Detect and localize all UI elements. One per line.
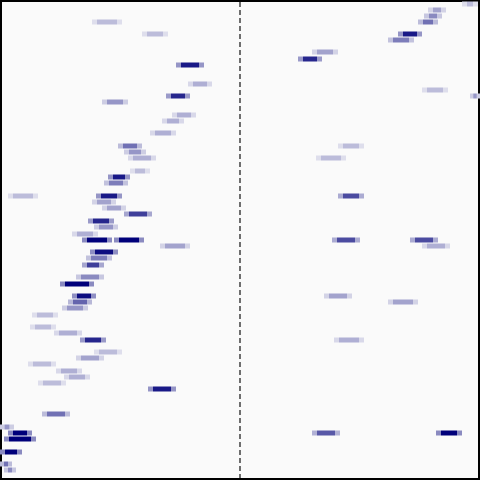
heatmap-cell xyxy=(193,81,207,87)
heatmap-cell xyxy=(129,149,141,155)
heatmap-cell xyxy=(133,155,151,161)
heatmap-cell xyxy=(67,305,83,311)
heatmap-cell xyxy=(81,355,99,361)
heatmap-cell xyxy=(393,37,409,43)
heatmap-cell xyxy=(97,199,111,205)
heatmap-cell xyxy=(329,293,347,299)
heatmap-cell xyxy=(69,374,85,380)
heatmap-cell xyxy=(153,386,171,392)
heatmap-cell xyxy=(433,7,441,13)
heatmap-cell xyxy=(47,411,65,417)
heatmap-cell xyxy=(85,337,101,343)
heatmap-cell xyxy=(73,299,87,305)
heatmap-cell xyxy=(321,155,341,161)
heatmap-cell xyxy=(77,293,91,299)
heatmap-cell xyxy=(97,19,117,25)
heatmap-cell xyxy=(129,211,147,217)
heatmap-cell xyxy=(99,224,113,230)
heatmap-cell xyxy=(423,19,433,25)
heatmap-cell xyxy=(37,312,53,318)
heatmap-cell xyxy=(467,1,473,7)
heatmap-cell xyxy=(61,368,77,374)
heatmap-cell xyxy=(337,237,355,243)
heatmap-cell xyxy=(99,349,117,355)
heatmap-cell xyxy=(343,143,359,149)
heatmap-cell xyxy=(155,130,171,136)
heatmap-cell xyxy=(107,205,121,211)
heatmap-cell xyxy=(4,424,10,430)
heatmap-cell xyxy=(343,193,359,199)
heatmap-cell xyxy=(87,237,107,243)
heatmap-cell xyxy=(43,380,61,386)
heatmap-cell xyxy=(403,31,417,37)
heatmap-cell xyxy=(5,449,17,455)
heatmap-cell xyxy=(101,193,117,199)
heatmap-cell xyxy=(33,361,51,367)
heatmap-cell xyxy=(35,324,51,330)
heatmap-cell xyxy=(181,62,199,68)
heatmap-cell xyxy=(441,430,457,436)
heatmap-cell xyxy=(59,330,77,336)
heatmap-cell xyxy=(135,168,145,174)
heatmap-cell xyxy=(473,93,477,99)
heatmap-cell xyxy=(9,436,31,442)
heatmap-cell xyxy=(123,143,137,149)
heatmap-cell xyxy=(167,118,179,124)
heatmap-cell xyxy=(147,31,163,37)
heatmap-cell xyxy=(177,112,191,118)
heatmap-cell xyxy=(415,237,433,243)
heatmap-cell xyxy=(113,174,125,180)
heatmap-cell xyxy=(427,243,445,249)
heatmap-cell xyxy=(317,430,335,436)
heatmap-cell xyxy=(4,461,8,467)
heatmap-cell xyxy=(393,299,413,305)
heatmap-cell xyxy=(119,237,139,243)
heatmap-cell xyxy=(429,13,437,19)
heatmap-cell xyxy=(165,243,185,249)
heatmap-cell xyxy=(77,231,93,237)
heatmap-cell xyxy=(303,56,317,62)
heatmap-cell xyxy=(91,255,107,261)
heatmap-cell xyxy=(95,249,113,255)
heatmap-cell xyxy=(81,274,99,280)
heatmap-cell xyxy=(13,430,27,436)
heatmap-cell xyxy=(107,99,123,105)
heatmap-cell xyxy=(339,337,359,343)
heatmap-cell xyxy=(65,281,89,287)
heatmap-cell xyxy=(13,193,33,199)
heatmap-cell xyxy=(171,93,185,99)
heatmap-cell xyxy=(317,49,333,55)
heatmap-cell xyxy=(87,262,99,268)
heatmap-cell xyxy=(109,180,123,186)
heatmap-cell xyxy=(8,467,12,473)
heatmap-cell xyxy=(93,218,109,224)
heatmap-cell xyxy=(427,87,443,93)
